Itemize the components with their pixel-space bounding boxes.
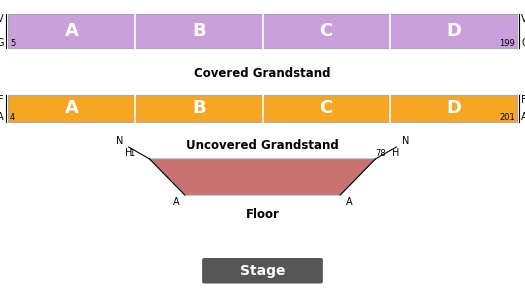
Text: 78: 78 — [375, 148, 386, 158]
Text: A: A — [173, 197, 180, 207]
Text: N: N — [116, 136, 123, 146]
Text: 4: 4 — [10, 112, 15, 122]
Text: 201: 201 — [499, 112, 515, 122]
Text: F: F — [0, 94, 4, 104]
Text: V: V — [0, 14, 4, 23]
Text: Uncovered Grandstand: Uncovered Grandstand — [186, 139, 339, 152]
Text: F: F — [521, 94, 525, 104]
Text: D: D — [446, 99, 461, 117]
Text: D: D — [446, 22, 461, 40]
FancyBboxPatch shape — [202, 258, 323, 284]
Text: A: A — [521, 112, 525, 122]
Text: Covered Grandstand: Covered Grandstand — [194, 67, 331, 80]
Text: 199: 199 — [499, 39, 515, 48]
Text: G: G — [521, 38, 525, 48]
Text: Stage: Stage — [240, 264, 285, 278]
Text: C: C — [320, 99, 333, 117]
Text: H: H — [392, 148, 400, 158]
Text: C: C — [320, 22, 333, 40]
Text: A: A — [345, 197, 352, 207]
Text: A: A — [65, 99, 78, 117]
Text: G: G — [0, 38, 4, 48]
Text: B: B — [192, 99, 206, 117]
Text: H: H — [125, 148, 133, 158]
Bar — [8, 14, 517, 48]
Text: A: A — [0, 112, 4, 122]
Bar — [8, 94, 517, 122]
Text: Floor: Floor — [246, 208, 279, 221]
Text: N: N — [402, 136, 409, 146]
Text: 5: 5 — [10, 39, 15, 48]
Text: 1: 1 — [129, 148, 134, 158]
Text: B: B — [192, 22, 206, 40]
Text: V: V — [521, 14, 525, 23]
Polygon shape — [150, 159, 375, 195]
Text: A: A — [65, 22, 78, 40]
